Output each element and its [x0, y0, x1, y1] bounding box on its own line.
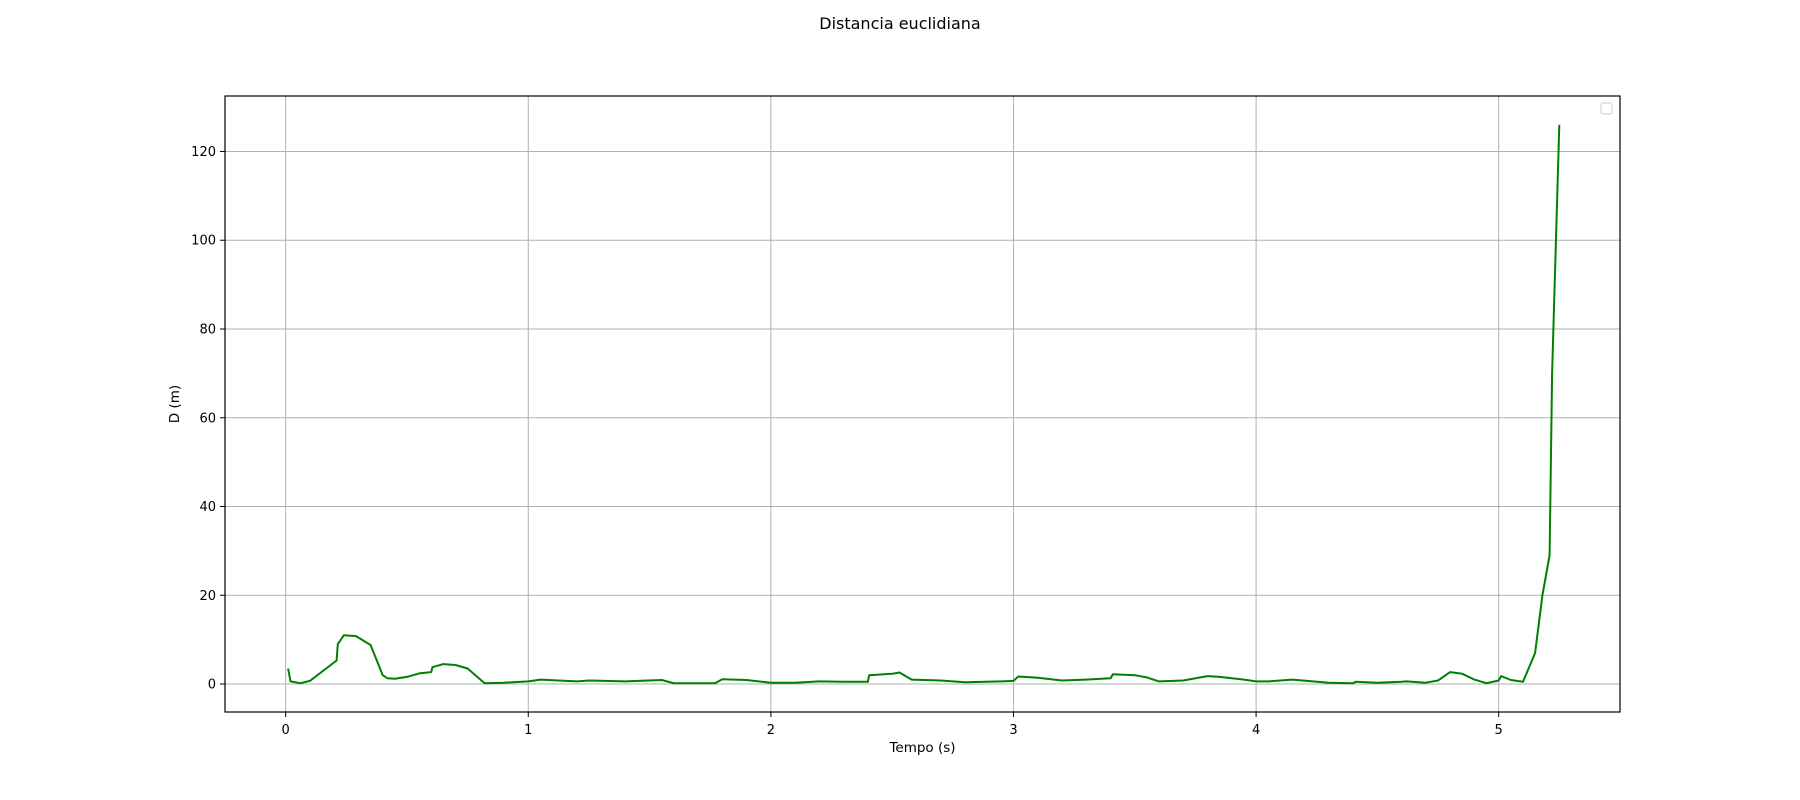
- plot-frame: [224, 95, 1621, 713]
- legend-box: [1600, 102, 1613, 115]
- y-tick-label: 60: [199, 411, 216, 426]
- y-tick-label: 80: [199, 322, 216, 337]
- x-tick-label: 1: [524, 723, 532, 738]
- grid-lines: [225, 96, 1620, 712]
- y-tick-label: 100: [191, 234, 216, 249]
- x-axis-label: Tempo (s): [888, 740, 955, 756]
- y-tick-label: 20: [199, 589, 216, 604]
- y-tick-label: 120: [191, 145, 216, 160]
- series-group: [287, 124, 1561, 685]
- x-tick-label: 0: [282, 723, 290, 738]
- x-tick-label: 2: [767, 723, 775, 738]
- y-axis-label: D (m): [167, 385, 183, 423]
- series-line: [287, 124, 1561, 685]
- x-tick-label: 4: [1252, 723, 1260, 738]
- y-tick-label: 40: [199, 500, 216, 515]
- chart-title: Distancia euclidiana: [819, 14, 980, 33]
- y-tick-label: 0: [208, 678, 216, 693]
- x-tick-label: 5: [1495, 723, 1503, 738]
- y-axis-ticks: 0 20 40 60 80 100 120: [191, 145, 225, 693]
- x-tick-label: 3: [1009, 723, 1017, 738]
- x-axis-ticks: 0 1 2 3 4 5: [282, 712, 1503, 738]
